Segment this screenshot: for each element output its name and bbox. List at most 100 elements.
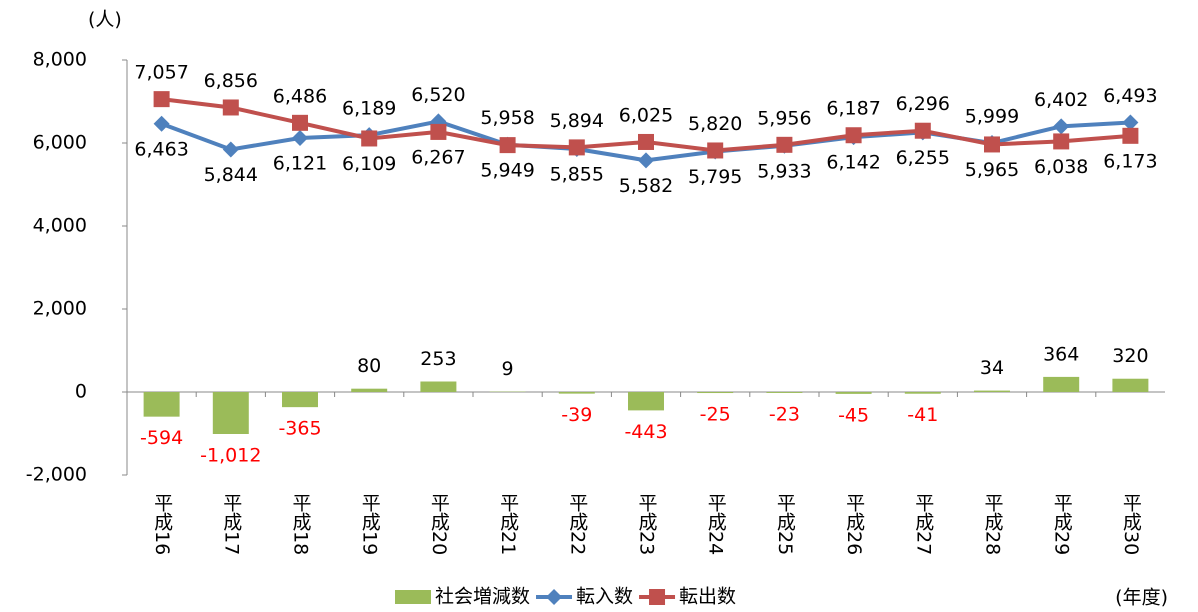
marker xyxy=(153,91,170,108)
bar-label: -1,012 xyxy=(200,444,261,466)
marker xyxy=(499,137,516,154)
y-tick-label: 6,000 xyxy=(33,132,87,154)
data-label: 5,844 xyxy=(204,164,258,186)
bar-label: -25 xyxy=(700,404,731,426)
x-tick-label: 平成28 xyxy=(982,493,1004,555)
bar-label: -443 xyxy=(624,421,667,443)
data-label: 5,956 xyxy=(757,107,811,129)
marker xyxy=(707,142,724,159)
bar-label: -39 xyxy=(561,404,592,426)
x-tick-label: 平成24 xyxy=(705,493,727,555)
x-tick-label: 平成29 xyxy=(1051,493,1073,555)
data-label: 5,958 xyxy=(480,107,534,129)
x-tick-label: 平成18 xyxy=(290,493,312,555)
marker xyxy=(153,115,170,132)
data-label: 5,949 xyxy=(480,160,534,182)
marker xyxy=(845,127,862,144)
x-tick-label: 平成19 xyxy=(359,493,381,555)
data-label: 6,025 xyxy=(619,104,673,126)
marker xyxy=(1122,114,1139,131)
marker xyxy=(292,114,308,131)
data-label: 5,820 xyxy=(688,113,742,135)
legend-label: 転出数 xyxy=(679,586,736,608)
data-label: 6,402 xyxy=(1034,89,1088,111)
bar-label: -594 xyxy=(140,427,183,449)
bar-label: 9 xyxy=(502,358,514,380)
bar-label: 253 xyxy=(420,348,456,370)
data-label: 6,109 xyxy=(342,153,396,175)
y-tick-label: 8,000 xyxy=(33,49,87,71)
marker xyxy=(361,130,378,147)
legend-marker xyxy=(649,589,666,605)
bar-label: 34 xyxy=(980,357,1004,379)
bar xyxy=(835,392,872,394)
marker xyxy=(1122,127,1139,144)
x-tick-label: 平成16 xyxy=(151,493,173,555)
data-label: 5,965 xyxy=(965,159,1019,181)
bar xyxy=(1043,376,1080,392)
marker xyxy=(984,136,1000,153)
y-unit: (人) xyxy=(88,9,122,31)
data-label: 6,173 xyxy=(1103,150,1157,172)
bar xyxy=(628,392,664,411)
marker xyxy=(638,152,654,169)
x-tick-label: 平成26 xyxy=(843,493,865,555)
bar xyxy=(282,392,318,408)
data-label: 6,142 xyxy=(826,152,880,174)
data-label: 6,121 xyxy=(273,152,327,174)
data-label: 7,057 xyxy=(134,62,188,84)
bar-label: -365 xyxy=(278,418,321,440)
legend-label: 転入数 xyxy=(576,586,633,608)
data-label: 6,520 xyxy=(411,84,465,106)
marker xyxy=(430,123,447,140)
marker xyxy=(638,133,654,150)
bar xyxy=(766,392,803,393)
x-tick-label: 平成25 xyxy=(774,493,796,555)
marker xyxy=(1053,133,1070,150)
y-tick-label: 2,000 xyxy=(33,298,87,320)
bar xyxy=(143,392,180,417)
bar xyxy=(697,392,734,394)
y-tick-label: -2,000 xyxy=(26,464,87,486)
legend-swatch xyxy=(395,590,431,604)
x-tick-label: 平成21 xyxy=(497,493,519,555)
bar-label: -23 xyxy=(769,403,800,425)
data-label: 6,255 xyxy=(896,147,950,169)
data-label: 5,933 xyxy=(757,160,811,182)
bar xyxy=(212,392,249,434)
data-label: 6,189 xyxy=(342,98,396,120)
data-label: 6,187 xyxy=(826,98,880,120)
y-tick-label: 4,000 xyxy=(33,215,87,237)
x-tick-label: 平成30 xyxy=(1120,493,1142,555)
legend-marker xyxy=(546,589,563,605)
x-tick-label: 平成27 xyxy=(912,493,934,555)
marker xyxy=(1053,118,1070,135)
marker xyxy=(776,136,793,153)
bar xyxy=(351,388,388,392)
data-label: 6,486 xyxy=(273,85,327,107)
marker xyxy=(292,129,308,146)
bar xyxy=(904,392,941,394)
data-label: 6,493 xyxy=(1103,85,1157,107)
bar-label: 80 xyxy=(357,355,381,377)
bar-label: 364 xyxy=(1043,343,1079,365)
marker xyxy=(914,122,931,139)
bar-label: -45 xyxy=(838,404,869,426)
data-label: 6,296 xyxy=(896,93,950,115)
x-unit: (年度) xyxy=(1115,587,1168,609)
data-label: 6,267 xyxy=(411,146,465,168)
x-tick-label: 平成23 xyxy=(636,493,658,555)
data-label: 6,856 xyxy=(204,70,258,92)
marker xyxy=(222,99,239,116)
data-label: 5,894 xyxy=(550,110,604,132)
data-label: 5,855 xyxy=(550,164,604,186)
bar xyxy=(420,381,457,392)
x-tick-label: 平成20 xyxy=(428,493,450,555)
bar xyxy=(1112,378,1149,392)
bar-label: -41 xyxy=(907,404,938,426)
data-label: 6,463 xyxy=(134,138,188,160)
marker xyxy=(222,141,239,158)
data-label: 5,999 xyxy=(965,106,1019,128)
x-tick-label: 平成22 xyxy=(566,493,588,555)
